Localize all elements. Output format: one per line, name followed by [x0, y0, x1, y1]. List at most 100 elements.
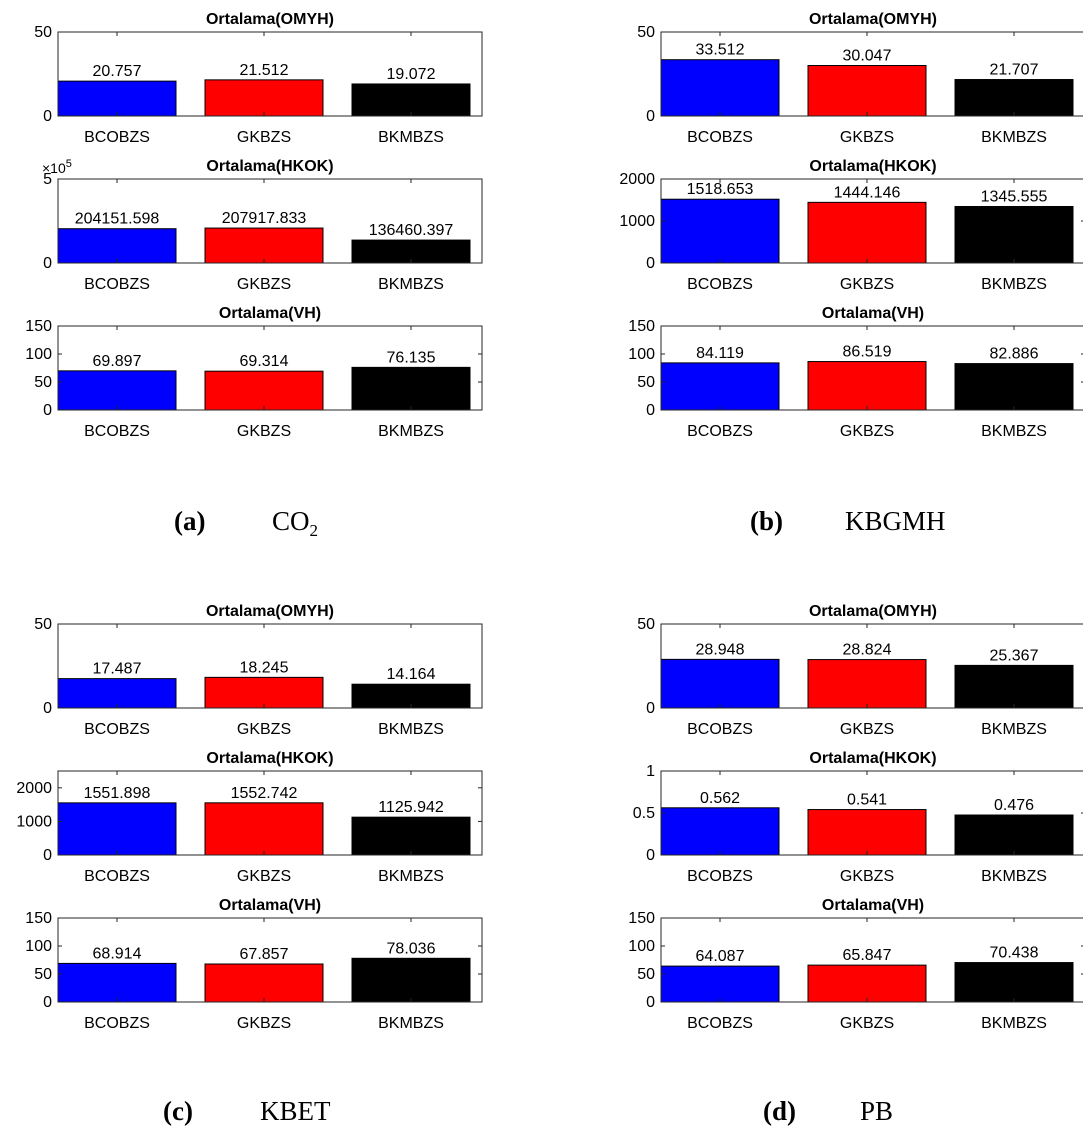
chart-a-2-data-label-3: 136460.397: [369, 222, 454, 239]
chart-a-3-title: Ortalama(VH): [219, 305, 321, 322]
chart-c-1-data-label-1: 17.487: [93, 661, 142, 678]
chart-b-2: 1518.653 BCOBZS 1444.146 GKBZS 1345.555 BKMBZ…: [619, 158, 1083, 293]
chart-d-1-xtick-1: BCOBZS: [687, 721, 753, 738]
chart-b-3-data-label-1: 84.119: [696, 345, 744, 362]
chart-a-1-xtick-1: BCOBZS: [84, 129, 150, 146]
chart-c-2-xtick-2: GKBZS: [237, 868, 291, 885]
chart-b-2-data-label-1: 1518.653: [687, 181, 754, 198]
chart-a-2-exponent-label: ×105: [42, 158, 72, 176]
chart-d-2-xtick-3: BKMBZS: [981, 868, 1047, 885]
caption-name-a-sub: 2: [310, 521, 319, 540]
chart-a-2-ytick-1: 0: [43, 255, 52, 272]
chart-a-3-axes-box: [57, 325, 483, 411]
caption-name-d: PB: [860, 1096, 893, 1126]
chart-b-3-data-label-3: 82.886: [990, 346, 1039, 363]
chart-c-2-ytick-1: 0: [43, 847, 52, 864]
chart-c-3-ytick-3: 100: [25, 938, 52, 955]
chart-c-3-bar-1: [57, 962, 177, 1003]
chart-d-1: 28.948 BCOBZS 28.824 GKBZS 25.367 BKMBZS 0 50 Or…: [637, 603, 1083, 738]
chart-d-2-ytick-2: 0.5: [633, 805, 655, 822]
chart-b-1-data-label-3: 21.707: [990, 62, 1039, 79]
chart-a-3-data-label-2: 69.314: [240, 353, 289, 370]
chart-b-1-xtick-2: GKBZS: [840, 129, 894, 146]
chart-c-2-xtick-3: BKMBZS: [378, 868, 444, 885]
chart-c-3-ytick-4: 150: [25, 910, 52, 927]
chart-d-3-data-label-3: 70.438: [990, 945, 1039, 962]
chart-d-1-title: Ortalama(OMYH): [809, 603, 937, 620]
chart-c-1: 17.487 BCOBZS 18.245 GKBZS 14.164 BKMBZS 0 50 Or…: [34, 603, 483, 738]
chart-a-2-xtick-1: BCOBZS: [84, 276, 150, 293]
chart-a-1-bar-2: [204, 79, 324, 117]
chart-b-1-xtick-1: BCOBZS: [687, 129, 753, 146]
chart-b-1-ytick-2: 50: [637, 24, 655, 41]
chart-c-3-ytick-2: 50: [34, 966, 52, 983]
chart-a-3-data-label-1: 69.897: [93, 353, 142, 370]
chart-b-3-axes-box: [660, 325, 1083, 411]
chart-b-3-ytick-2: 50: [637, 374, 655, 391]
chart-d-3-axes-box: [660, 917, 1083, 1003]
caption-name-a-main: CO: [272, 506, 310, 536]
chart-c-2-axes-box: [57, 770, 483, 856]
chart-d-1-axes-box: [660, 623, 1083, 709]
chart-d-3-ytick-4: 150: [628, 910, 655, 927]
chart-b-3-data-label-2: 86.519: [843, 344, 892, 361]
chart-a-2-title: Ortalama(HKOK): [206, 158, 333, 175]
chart-c-3: 68.914 BCOBZS 67.857 GKBZS 78.036 BKMBZS 0 50 10…: [25, 897, 483, 1032]
chart-a-1-data-label-2: 21.512: [240, 62, 289, 79]
chart-c-2-ytick-3: 2000: [16, 780, 52, 797]
chart-b-3: 84.119 BCOBZS 86.519 GKBZS 82.886 BKMBZS 0 50 10…: [628, 305, 1083, 440]
chart-d-2-data-label-1: 0.562: [700, 790, 740, 807]
chart-a-1-title: Ortalama(OMYH): [206, 11, 334, 28]
chart-a-1-bar-1: [57, 80, 177, 117]
chart-d-2-ytick-1: 0: [646, 847, 655, 864]
chart-c-3-data-label-1: 68.914: [93, 945, 142, 962]
chart-b-3-title: Ortalama(VH): [822, 305, 924, 322]
caption-letter-b: (b): [750, 506, 783, 536]
chart-c-1-title: Ortalama(OMYH): [206, 603, 334, 620]
chart-d-3-ytick-1: 0: [646, 994, 655, 1011]
chart-a-1-xtick-2: GKBZS: [237, 129, 291, 146]
chart-c-2-data-label-3: 1125.942: [378, 799, 444, 816]
chart-b-2-data-label-3: 1345.555: [981, 188, 1048, 205]
chart-d-3-data-label-2: 65.847: [843, 947, 892, 964]
chart-a-2-exponent-power: 5: [66, 158, 72, 170]
chart-c-2-bar-3: [351, 816, 471, 856]
chart-d-3-xtick-3: BKMBZS: [981, 1015, 1047, 1032]
chart-c-2-xtick-1: BCOBZS: [84, 868, 150, 885]
chart-b-3-xtick-2: GKBZS: [840, 423, 894, 440]
chart-c-1-ytick-1: 0: [43, 700, 52, 717]
chart-c-1-xtick-1: BCOBZS: [84, 721, 150, 738]
chart-a-2-bar-1: [57, 228, 177, 264]
chart-c-3-bar-2: [204, 963, 324, 1003]
chart-a-3-data-label-3: 76.135: [387, 349, 436, 366]
chart-a-1: 20.757 BCOBZS 21.512 GKBZS 19.072 BKMBZS 0 50 Or…: [34, 11, 483, 146]
chart-c-3-title: Ortalama(VH): [219, 897, 321, 914]
chart-a-3-xtick-2: GKBZS: [237, 423, 291, 440]
chart-b-2-bar-3: [954, 205, 1074, 264]
chart-a-3-bar-2: [204, 370, 324, 411]
caption-name-a: CO2: [272, 506, 318, 540]
chart-b-3-bar-2: [807, 361, 927, 411]
chart-d-3-data-label-1: 64.087: [696, 948, 745, 965]
chart-c-1-data-label-2: 18.245: [240, 659, 289, 676]
chart-c-3-data-label-3: 78.036: [387, 940, 436, 957]
chart-d-3-title: Ortalama(VH): [822, 897, 924, 914]
chart-b-3-ytick-4: 150: [628, 318, 655, 335]
caption-name-b: KBGMH: [845, 506, 946, 536]
chart-d-3: 64.087 BCOBZS 65.847 GKBZS 70.438 BKMBZS 0 50 10…: [628, 897, 1083, 1032]
chart-d-3-bar-3: [954, 962, 1074, 1003]
chart-a-2: 204151.598 BCOBZS 207917.833 GKBZS 136460.39…: [42, 158, 483, 293]
chart-d-1-bar-3: [954, 664, 1074, 709]
chart-b-1-bar-2: [807, 65, 927, 117]
chart-b-1-data-label-2: 30.047: [843, 48, 892, 65]
chart-a-1-ytick-1: 0: [43, 108, 52, 125]
chart-d-1-data-label-1: 28.948: [696, 641, 745, 658]
chart-c-3-xtick-3: BKMBZS: [378, 1015, 444, 1032]
chart-b-3-ytick-3: 100: [628, 346, 655, 363]
chart-c-2: 1551.898 BCOBZS 1552.742 GKBZS 1125.942 BKMBZ…: [16, 750, 483, 885]
chart-a-3: 69.897 BCOBZS 69.314 GKBZS 76.135 BKMBZS 0 50 10…: [25, 305, 483, 440]
chart-b-2-ytick-2: 1000: [619, 213, 655, 230]
chart-a-3-bar-3: [351, 366, 471, 411]
chart-b-2-data-label-2: 1444.146: [834, 184, 901, 201]
